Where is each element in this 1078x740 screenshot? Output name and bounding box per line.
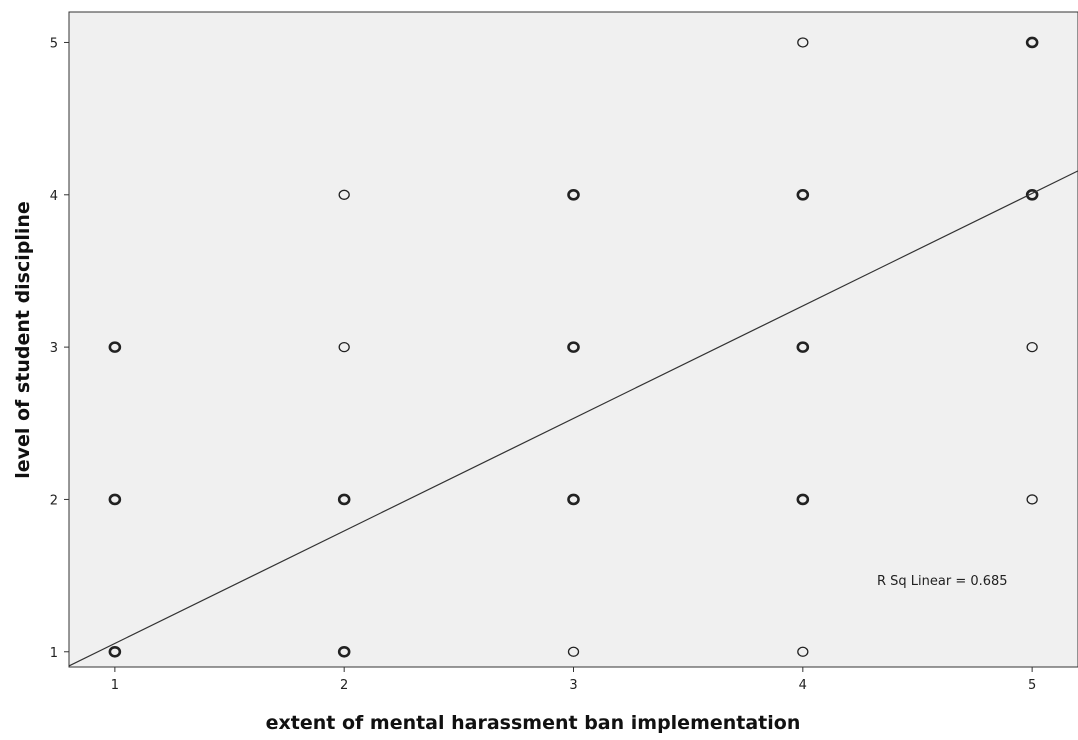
scatter-point xyxy=(567,188,580,201)
scatter-point xyxy=(567,646,580,657)
y-tick-label: 1 xyxy=(50,646,58,661)
x-tick-label: 1 xyxy=(111,678,119,693)
scatter-point xyxy=(796,493,810,506)
scatter-point xyxy=(1025,36,1039,49)
scatter-point xyxy=(567,493,580,506)
scatter-point xyxy=(797,646,809,657)
x-tick-label: 2 xyxy=(340,678,348,693)
y-tick-label: 5 xyxy=(50,36,58,51)
plot-area xyxy=(68,11,1078,668)
scatter-point xyxy=(108,645,122,658)
scatter-point xyxy=(338,341,350,353)
scatter-point xyxy=(108,341,122,353)
data-points xyxy=(108,36,1039,658)
scatter-point xyxy=(796,188,810,201)
scatter-point xyxy=(1025,188,1039,201)
x-tick-label: 4 xyxy=(799,678,807,693)
scatter-point xyxy=(337,645,351,658)
scatter-point xyxy=(337,493,351,506)
scatter-point xyxy=(796,341,810,353)
scatter-point xyxy=(1026,494,1038,505)
scatter-point xyxy=(338,189,350,200)
scatter-point xyxy=(567,341,580,353)
y-axis-title: level of student discipline xyxy=(12,201,34,479)
y-tick-label: 2 xyxy=(50,493,58,508)
axis-ticks: 1 2 3 4 5 1 2 3 4 5 xyxy=(50,36,1037,693)
x-axis-title: extent of mental harassment ban implemen… xyxy=(266,712,801,734)
fit-line xyxy=(68,170,1078,667)
scatter-point xyxy=(1026,341,1038,353)
x-tick-label: 5 xyxy=(1028,678,1036,693)
y-tick-label: 4 xyxy=(50,189,58,204)
scatter-point xyxy=(797,37,809,48)
y-tick-label: 3 xyxy=(50,341,58,356)
scatter-point xyxy=(108,493,122,506)
x-tick-label: 3 xyxy=(569,678,577,693)
r-squared-annotation: R Sq Linear = 0.685 xyxy=(877,574,1008,589)
